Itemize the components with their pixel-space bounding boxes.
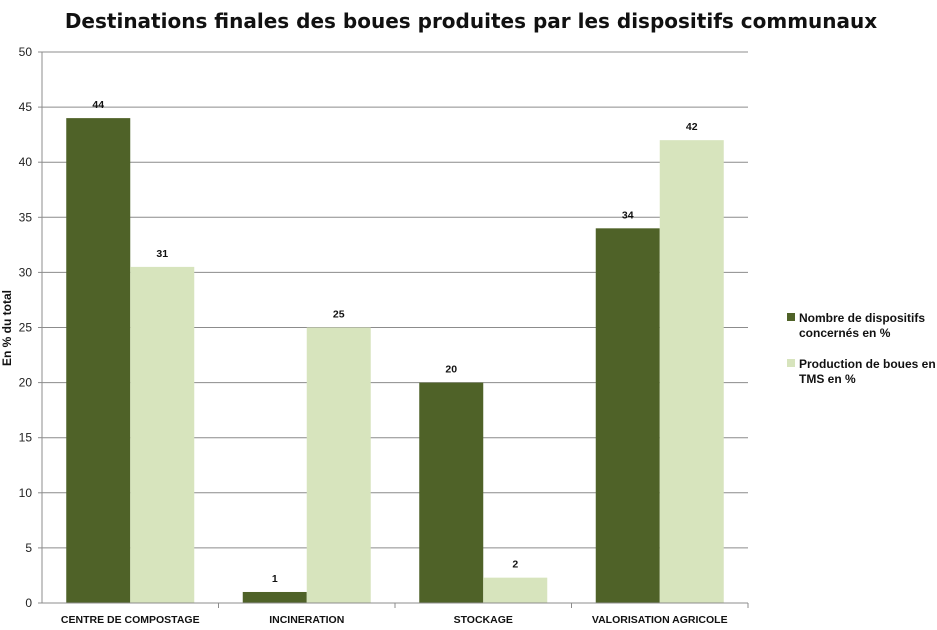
data-label: 42 [686,121,698,133]
bar [595,228,660,603]
data-label: 20 [445,364,457,376]
y-tick-label: 5 [25,541,32,555]
bar [306,327,371,603]
bar [419,382,484,603]
x-tick-label: CENTRE DE COMPOSTAGE [61,614,200,626]
legend-swatch [787,359,795,367]
y-tick-label: 20 [19,376,33,390]
y-tick-label: 25 [19,321,33,335]
axes: 0 5 10 15 20 25 30 35 40 45 50 CENTRE DE COMPOSTAGE… [19,45,749,626]
bar [483,577,548,603]
data-labels: 44 31 1 25 20 2 34 42 [92,99,697,585]
data-label: 25 [333,309,345,321]
y-tick-label: 50 [19,45,33,59]
legend-label: concernés en % [799,326,891,340]
bar [242,591,307,603]
y-tick-label: 10 [19,486,33,500]
data-label: 44 [92,99,104,111]
x-tick-label: VALORISATION AGRICOLE [592,614,728,626]
y-tick-label: 35 [19,210,33,224]
data-label: 31 [156,248,168,260]
legend-label: TMS en % [799,372,856,386]
chart-title: Destinations finales des boues produites… [65,9,877,33]
y-tick-label: 0 [25,596,32,610]
data-label: 2 [512,559,518,571]
y-tick-label: 40 [19,155,33,169]
y-tick-label: 45 [19,100,33,114]
x-tick-label: STOCKAGE [454,614,513,626]
y-axis-label: En % du total [0,290,14,366]
bars [66,118,724,604]
y-tick-label: 15 [19,431,33,445]
data-label: 34 [622,209,634,221]
bar [659,140,724,603]
bar [66,118,131,604]
legend-label: Nombre de dispositifs [799,311,925,325]
legend-swatch [787,313,795,321]
bar [130,266,195,603]
data-label: 1 [272,573,278,585]
legend-label: Production de boues en [799,357,936,371]
x-tick-label: INCINERATION [269,614,344,626]
y-tick-label: 30 [19,265,33,279]
